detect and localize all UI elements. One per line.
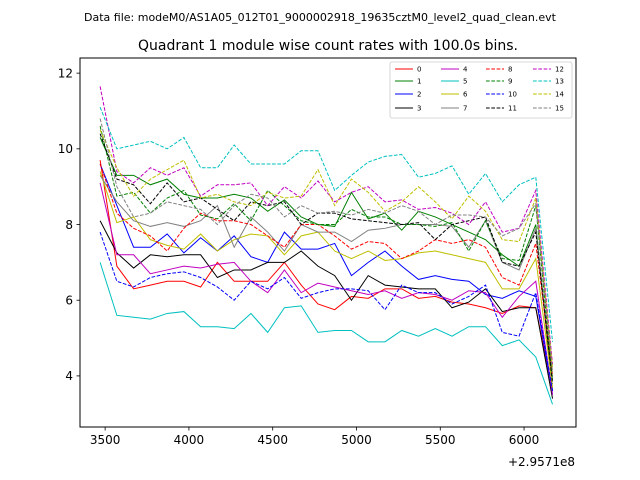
plot-lines — [99, 86, 554, 405]
legend-label-9: 9 — [508, 78, 512, 86]
series-line-15 — [99, 118, 554, 373]
x-axis-offset-label: +2.9571e8 — [508, 455, 575, 469]
x-tick-label: 4000 — [174, 433, 205, 447]
legend-label-2: 2 — [417, 91, 421, 99]
legend-label-4: 4 — [463, 66, 468, 74]
axes-frame — [79, 57, 577, 428]
legend-label-7: 7 — [463, 105, 467, 113]
series-line-14 — [99, 129, 554, 369]
series-line-8 — [99, 163, 554, 376]
legend-label-0: 0 — [417, 66, 421, 74]
legend-label-1: 1 — [417, 78, 421, 86]
y-tick-label: 6 — [65, 294, 73, 308]
legend-label-5: 5 — [463, 78, 467, 86]
y-tick-label: 12 — [58, 66, 73, 80]
legend-label-8: 8 — [508, 66, 512, 74]
series-line-11 — [99, 133, 554, 384]
figure-suptitle: Data file: modeM0/AS1A05_012T01_90000029… — [84, 11, 557, 24]
series-line-0 — [99, 160, 554, 392]
x-tick-label: 6000 — [509, 433, 540, 447]
legend-label-10: 10 — [508, 91, 517, 99]
series-line-9 — [99, 126, 554, 380]
legend-label-15: 15 — [555, 105, 564, 113]
chart-title: Quadrant 1 module wise count rates with … — [138, 38, 518, 54]
legend-label-6: 6 — [463, 91, 468, 99]
legend-box — [389, 61, 573, 119]
x-tick-label: 4500 — [257, 433, 288, 447]
y-tick-label: 4 — [65, 369, 73, 383]
series-line-3 — [99, 220, 554, 399]
x-axis: 3500 4000 4500 5000 5500 6000 — [90, 427, 539, 447]
series-line-7 — [99, 175, 554, 380]
legend-label-3: 3 — [417, 105, 421, 113]
x-tick-label: 3500 — [90, 433, 121, 447]
legend-label-12: 12 — [555, 66, 564, 74]
series-line-4 — [99, 182, 554, 395]
x-tick-label: 5500 — [425, 433, 456, 447]
series-line-6 — [99, 171, 554, 388]
legend-label-11: 11 — [508, 105, 517, 113]
series-line-1 — [99, 137, 554, 392]
series-line-13 — [99, 107, 554, 342]
series-line-12 — [99, 86, 554, 365]
y-axis: 4 6 8 10 12 — [58, 66, 80, 383]
series-line-5 — [99, 262, 554, 405]
legend-label-13: 13 — [555, 78, 564, 86]
series-line-10 — [99, 231, 554, 392]
x-tick-label: 5000 — [341, 433, 372, 447]
y-tick-label: 8 — [65, 218, 73, 232]
legend-label-14: 14 — [555, 91, 564, 99]
series-line-2 — [99, 163, 554, 395]
y-tick-label: 10 — [58, 142, 73, 156]
